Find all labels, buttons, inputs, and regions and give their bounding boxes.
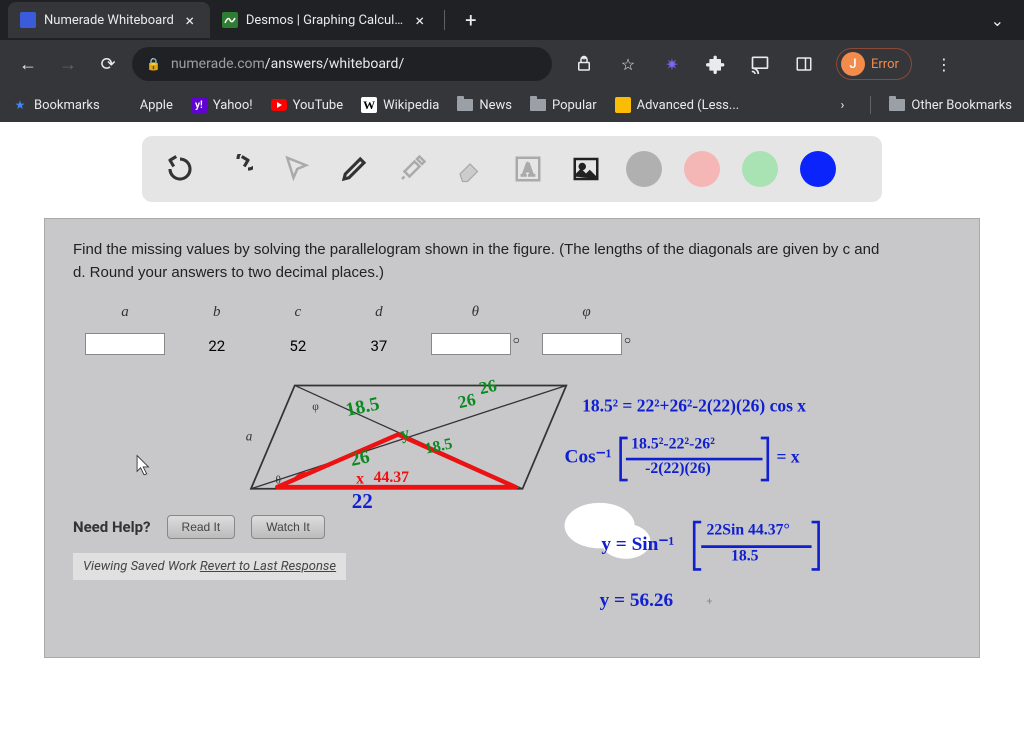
col-phi: φ — [532, 298, 641, 327]
close-icon[interactable]: × — [412, 12, 428, 28]
tab-title: Desmos | Graphing Calculato — [246, 13, 404, 28]
svg-text:18.5: 18.5 — [423, 435, 454, 457]
col-d: d — [339, 298, 419, 327]
svg-text:18.5: 18.5 — [731, 548, 759, 565]
bookmark-apple[interactable]: Apple — [118, 97, 173, 113]
col-b: b — [177, 298, 257, 327]
share-icon[interactable] — [572, 52, 596, 76]
address-bar[interactable]: 🔒 numerade.com/answers/whiteboard/ — [132, 47, 552, 81]
value-d: 37 — [339, 329, 419, 363]
url-text: numerade.com/answers/whiteboard/ — [171, 56, 404, 72]
tab-numerade[interactable]: Numerade Whiteboard × — [8, 2, 210, 38]
svg-text:26: 26 — [456, 389, 478, 412]
redo-button[interactable] — [220, 151, 256, 187]
profile-error-label: Error — [871, 57, 899, 72]
bookmarks-bar: ★Bookmarks Apple y!Yahoo! YouTube WWikip… — [0, 88, 1024, 122]
bookmarks-overflow-icon[interactable]: › — [833, 98, 853, 113]
tab-strip: Numerade Whiteboard × Desmos | Graphing … — [0, 0, 1024, 40]
bookmark-advanced[interactable]: Advanced (Less... — [615, 97, 740, 113]
close-icon[interactable]: × — [182, 12, 198, 28]
svg-text:+: + — [706, 594, 712, 607]
forward-button[interactable]: → — [52, 48, 84, 80]
extensions-puzzle-icon[interactable] — [704, 52, 728, 76]
svg-text:A: A — [522, 159, 535, 179]
svg-text:y = 56.26: y = 56.26 — [600, 590, 674, 611]
bookmark-bookmarks[interactable]: ★Bookmarks — [12, 97, 100, 113]
tools-icon[interactable] — [394, 151, 430, 187]
svg-text:x: x — [356, 471, 364, 488]
tab-desmos[interactable]: Desmos | Graphing Calculato × — [210, 2, 440, 38]
new-tab-button[interactable]: + — [457, 6, 485, 34]
col-a: a — [75, 298, 175, 327]
input-a[interactable] — [85, 333, 165, 355]
input-phi[interactable] — [542, 333, 622, 355]
help-row: Need Help? Read It Watch It — [73, 515, 951, 539]
page-content: A Find the missing values by solving the… — [0, 136, 1024, 756]
values-table: a b c d θ φ 22 52 37 ○ ○ — [73, 296, 643, 365]
svg-text:18.5²-22²-26²: 18.5²-22²-26² — [631, 436, 715, 453]
svg-text:-2(22)(26): -2(22)(26) — [645, 460, 711, 477]
svg-text:a: a — [246, 429, 253, 444]
nav-toolbar: ← → ⟳ 🔒 numerade.com/answers/whiteboard/… — [0, 40, 1024, 88]
sidepanel-icon[interactable] — [792, 52, 816, 76]
worksheet-area: Find the missing values by solving the p… — [44, 218, 980, 658]
svg-text:y: y — [398, 422, 411, 443]
bookmark-star-icon[interactable]: ☆ — [616, 52, 640, 76]
window-expand-icon[interactable]: ⌄ — [979, 11, 1016, 30]
svg-text:22: 22 — [352, 489, 373, 513]
svg-text:= x: = x — [777, 447, 800, 467]
color-swatch-gray[interactable] — [626, 151, 662, 187]
tab-title: Numerade Whiteboard — [44, 13, 174, 28]
bookmark-news[interactable]: News — [457, 97, 512, 113]
image-tool[interactable] — [568, 151, 604, 187]
profile-chip[interactable]: J Error — [836, 48, 912, 80]
value-c: 52 — [259, 329, 338, 363]
col-c: c — [259, 298, 338, 327]
pencil-tool[interactable] — [336, 151, 372, 187]
bookmark-youtube[interactable]: YouTube — [271, 97, 344, 113]
revert-link[interactable]: Revert to Last Response — [200, 559, 336, 574]
whiteboard-toolbar: A — [142, 136, 882, 202]
favicon-desmos — [222, 12, 238, 28]
back-button[interactable]: ← — [12, 48, 44, 80]
watch-it-button[interactable]: Watch It — [251, 515, 325, 539]
bookmark-popular[interactable]: Popular — [530, 97, 597, 113]
text-tool[interactable]: A — [510, 151, 546, 187]
svg-text:18.5² = 22²+26²-2(22)(26) cos: 18.5² = 22²+26²-2(22)(26) cos x — [582, 396, 806, 416]
handwriting-overlay: aθφ18.526y18.52626x44.372218.5² = 22²+26… — [45, 219, 979, 657]
svg-text:26: 26 — [477, 375, 499, 398]
color-swatch-pink[interactable] — [684, 151, 720, 187]
svg-text:φ: φ — [312, 401, 319, 413]
separator — [870, 96, 871, 114]
value-b: 22 — [177, 329, 257, 363]
svg-text:18.5: 18.5 — [344, 393, 381, 421]
avatar: J — [841, 52, 865, 76]
col-theta: θ — [421, 298, 530, 327]
reload-button[interactable]: ⟳ — [92, 48, 124, 80]
svg-text:Cos⁻¹: Cos⁻¹ — [565, 447, 612, 468]
read-it-button[interactable]: Read It — [167, 515, 236, 539]
bookmark-yahoo[interactable]: y!Yahoo! — [191, 97, 253, 113]
svg-text:θ: θ — [275, 475, 280, 487]
cast-icon[interactable] — [748, 52, 772, 76]
input-theta[interactable] — [431, 333, 511, 355]
pointer-tool[interactable] — [278, 151, 314, 187]
favicon-numerade — [20, 12, 36, 28]
kebab-menu-icon[interactable]: ⋮ — [932, 52, 956, 76]
help-label: Need Help? — [73, 518, 151, 536]
color-swatch-blue[interactable] — [800, 151, 836, 187]
lock-icon: 🔒 — [146, 57, 161, 71]
problem-prompt: Find the missing values by solving the p… — [73, 239, 951, 284]
extension-icon[interactable]: ✷ — [660, 52, 684, 76]
eraser-tool[interactable] — [452, 151, 488, 187]
tab-separator — [444, 10, 445, 30]
other-bookmarks[interactable]: Other Bookmarks — [889, 97, 1012, 113]
bookmark-wikipedia[interactable]: WWikipedia — [361, 97, 439, 113]
undo-button[interactable] — [162, 151, 198, 187]
svg-text:44.37: 44.37 — [374, 469, 410, 486]
color-swatch-green[interactable] — [742, 151, 778, 187]
svg-text:26: 26 — [348, 446, 372, 471]
saved-work-row: Viewing Saved Work Revert to Last Respon… — [73, 553, 346, 580]
